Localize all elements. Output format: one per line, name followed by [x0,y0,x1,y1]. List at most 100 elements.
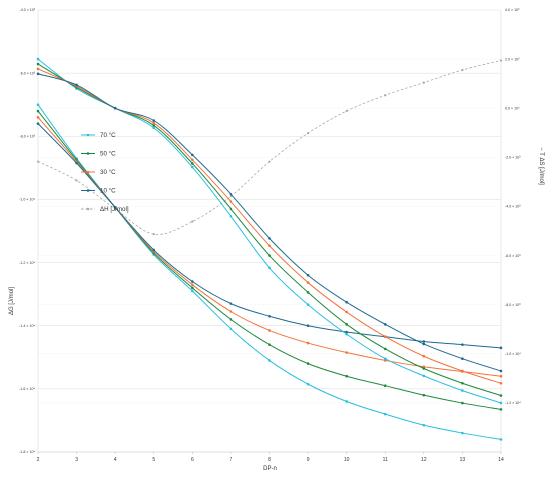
data-point [268,266,271,270]
data-point [191,153,194,157]
legend-swatch-marker [86,152,90,155]
data-point [113,106,117,110]
left-tick-label: -1.6 × 10⁴ [19,387,35,391]
x-axis-label: DP-n [263,466,277,472]
data-point [422,393,426,397]
data-point [461,401,464,405]
x-tick-label: 5 [152,457,155,463]
data-point [306,291,310,294]
data-point [306,273,310,277]
legend-label: ΔH [J/mol] [100,206,129,213]
data-point [306,303,310,306]
data-point [152,126,156,130]
series-line [37,68,502,384]
legend-label: 70 °C [100,132,116,139]
series-line [37,73,502,372]
data-point [345,323,348,326]
data-point [461,381,464,385]
data-point [113,206,117,209]
legend-swatch-marker [86,189,90,192]
data-point [461,369,464,373]
data-point [345,300,348,304]
left-tick-label: -6.0 × 10³ [20,71,36,75]
data-point [461,431,464,435]
series-6 [36,67,503,385]
data-point [229,318,233,321]
x-tick-label: 9 [307,457,310,463]
data-point [191,283,194,286]
left-tick-label: -1.8 × 10⁴ [19,450,35,454]
data-point [422,354,426,358]
legend-item: 50 °C [81,151,116,158]
data-point [306,324,310,328]
data-point [268,314,271,318]
legend-item: 70 °C [81,132,116,139]
data-point [191,289,194,293]
series-7 [36,72,503,373]
x-tick-label: 6 [191,457,194,463]
data-point [306,382,310,386]
right-tick-label: -8.0 × 10³ [505,303,521,307]
data-point [422,340,426,343]
legend-swatch-marker [86,170,90,174]
x-tick-label: 2 [37,457,40,463]
data-point [499,346,503,350]
data-point [229,192,233,196]
data-point [229,302,233,305]
data-point [306,341,310,345]
data-point [499,438,503,441]
legend-label: 10 °C [100,188,116,195]
data-point [191,165,194,169]
right-tick-label: 0.0 × 10⁰ [505,106,520,110]
left-tick-label: -4.0 × 10³ [20,8,36,12]
legend-item: 10 °C [81,188,116,195]
data-point [268,343,271,346]
x-tick-label: 4 [114,457,117,463]
data-point [345,330,348,334]
data-point [75,161,78,165]
x-tick-label: 3 [75,457,78,463]
data-point [383,357,387,360]
data-point [499,408,503,411]
series-4 [36,57,503,405]
data-point [36,57,40,61]
data-point [499,401,503,405]
legend-label: 50 °C [100,151,116,158]
data-point [461,68,464,72]
data-point [306,362,310,365]
right-tick-label: 4.0 × 10³ [505,8,520,12]
data-point [229,195,233,198]
data-point [191,280,194,283]
data-point [191,220,194,223]
legend-item: ΔH [J/mol] [81,206,129,213]
data-point [383,347,387,351]
data-point [345,310,348,314]
series-layer [36,57,503,441]
data-point [345,374,348,378]
left-tick-label: -8.0 × 10³ [20,134,36,138]
data-point [268,359,271,362]
left-tick-label: -1.0 × 10⁴ [19,198,35,202]
data-point [383,412,387,416]
x-tick-label: 12 [421,457,427,463]
right-tick-label: -1.0 × 10⁴ [505,352,521,356]
x-tick-label: 14 [498,457,504,463]
left-axis-label: ΔG [J/mol] [9,287,15,315]
right-tick-label: -2.0 × 10³ [505,156,521,160]
data-point [383,335,387,338]
data-point [422,342,426,346]
data-point [268,160,271,163]
legend-swatch-marker [86,133,90,137]
data-point [36,122,40,125]
right-tick-label: -6.0 × 10³ [505,254,521,258]
data-point [36,160,40,163]
data-point [306,132,310,135]
data-point [191,158,194,162]
data-point [152,119,156,122]
data-point [152,121,156,125]
data-point [36,62,40,66]
data-point [229,310,233,313]
data-point [422,374,426,378]
series-5 [36,62,503,397]
data-point [499,369,503,373]
